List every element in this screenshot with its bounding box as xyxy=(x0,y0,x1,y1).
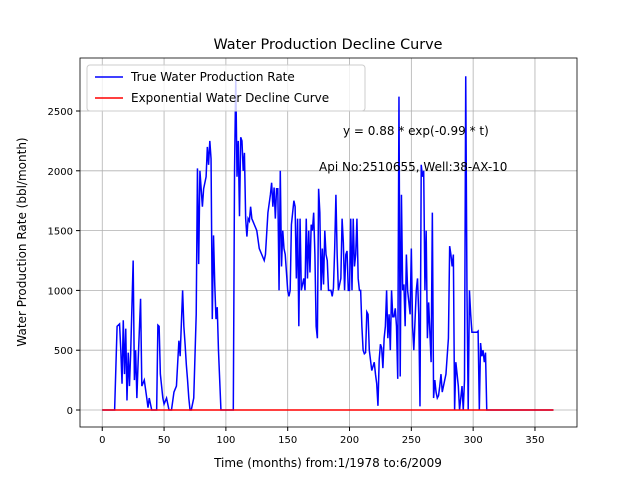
plot-frame xyxy=(79,57,578,428)
y-tick-label: 2000 xyxy=(48,167,73,178)
y-tick-label: 1500 xyxy=(48,227,73,238)
chart-title: Water Production Decline Curve xyxy=(213,37,442,53)
x-tick-label: 50 xyxy=(158,435,171,446)
x-tick-label: 100 xyxy=(216,435,235,446)
x-tick-label: 0 xyxy=(99,435,105,446)
y-axis-label: Water Production Rate (bbl/month) xyxy=(15,137,29,346)
legend-label: Exponential Water Decline Curve xyxy=(131,91,329,105)
annotation: Api No:2510655, Well:38-AX-10 xyxy=(319,160,507,174)
x-tick-label: 300 xyxy=(464,435,483,446)
legend-box xyxy=(86,64,366,112)
x-axis-label: Time (months) from:1/1978 to:6/2009 xyxy=(213,456,442,470)
annotation: y = 0.88 * exp(-0.99 * t) xyxy=(343,124,489,138)
x-tick-label: 150 xyxy=(278,435,297,446)
y-tick-label: 500 xyxy=(54,346,73,357)
legend-label: True Water Production Rate xyxy=(130,70,295,84)
y-tick-label: 0 xyxy=(67,406,73,417)
x-tick-label: 350 xyxy=(525,435,544,446)
x-tick-label: 250 xyxy=(402,435,421,446)
x-tick-label: 200 xyxy=(340,435,359,446)
data-line xyxy=(102,76,554,411)
y-tick-label: 1000 xyxy=(48,286,73,297)
y-tick-label: 2500 xyxy=(48,107,73,118)
legend: True Water Production Rate Exponential Wa… xyxy=(86,64,366,112)
